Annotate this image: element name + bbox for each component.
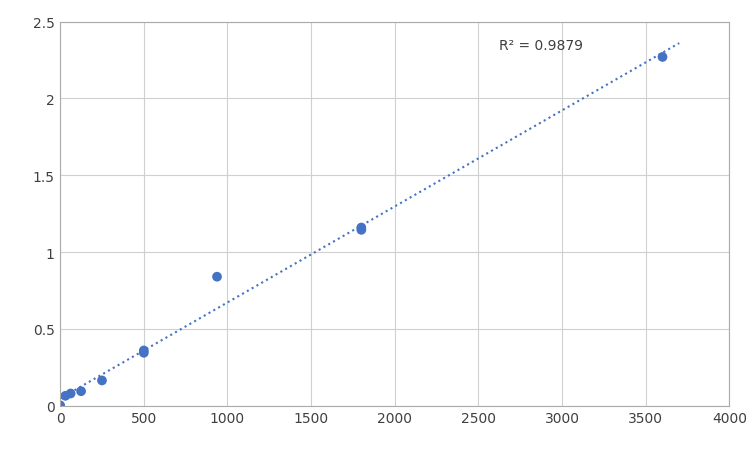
Point [138, 350, 150, 357]
Point [96, 377, 108, 384]
Point [59, 392, 71, 400]
Point [656, 54, 669, 61]
Point [75, 388, 87, 395]
Point [211, 273, 223, 281]
Point [54, 402, 66, 409]
Point [138, 347, 150, 354]
Text: R² = 0.9879: R² = 0.9879 [499, 39, 583, 53]
Point [355, 225, 367, 232]
Point [65, 390, 77, 397]
Point [355, 227, 367, 234]
